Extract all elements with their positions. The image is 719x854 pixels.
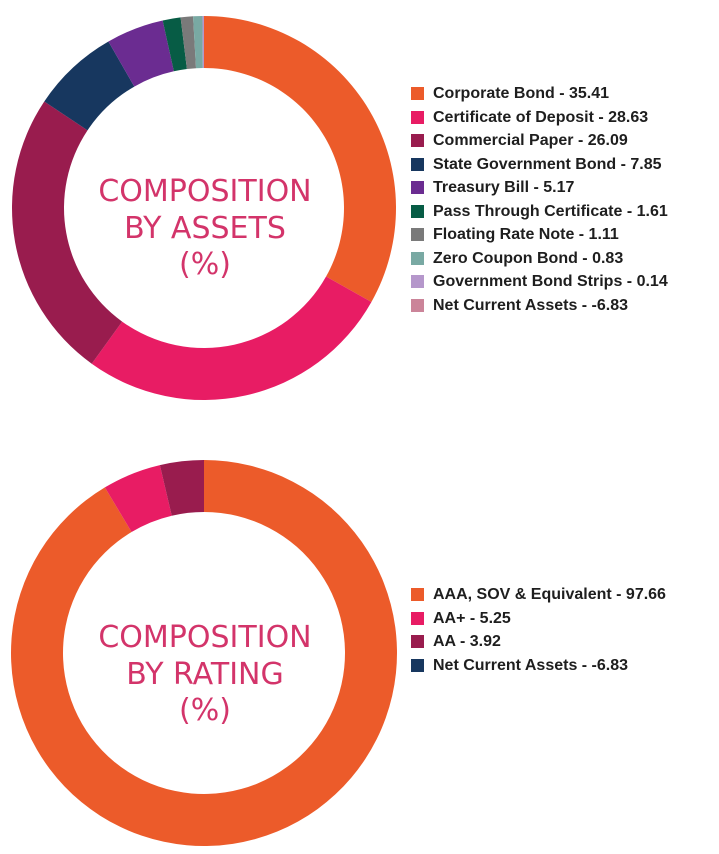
rating-center-line-2: BY RATING <box>126 656 284 692</box>
assets-legend-item-pass-through-certificate: Pass Through Certificate - 1.61 <box>411 200 716 224</box>
rating-legend-item-aa: AA+ - 5.25 <box>411 607 671 631</box>
rating-legend-item-aa: AA - 3.92 <box>411 630 671 654</box>
assets-legend-label: Certificate of Deposit - 28.63 <box>433 108 649 126</box>
assets-center-line-3: (%) <box>179 247 231 283</box>
assets-legend-label: Zero Coupon Bond - 0.83 <box>433 249 624 267</box>
assets-slice-pass-through-certificate <box>162 17 187 72</box>
assets-donut-chart <box>11 16 397 400</box>
assets-legend-label: Floating Rate Note - 1.11 <box>433 226 619 243</box>
assets-legend-item-state-government-bond: State Government Bond - 7.85 <box>411 153 716 177</box>
rating-center-line-1: COMPOSITION <box>98 620 312 655</box>
assets-legend-label: State Government Bond - 7.85 <box>433 155 662 173</box>
assets-legend-label: Corporate Bond - 35.41 <box>433 85 610 102</box>
assets-legend-swatch <box>411 110 424 124</box>
rating-legend-item-aaa-sov-equivalent: AAA, SOV & Equivalent - 97.66 <box>411 583 671 607</box>
assets-slice-floating-rate-note <box>180 16 197 70</box>
assets-legend-label: Treasury Bill - 5.17 <box>433 179 575 196</box>
assets-center-line-2: BY ASSETS <box>124 210 286 246</box>
assets-slice-government-bond-strips <box>202 16 204 69</box>
assets-legend-label: Pass Through Certificate - 1.61 <box>433 202 668 220</box>
rating-legend: AAA, SOV & Equivalent - 97.66 AA+ - 5.25 A… <box>411 583 671 677</box>
assets-slice-certificate-of-deposit <box>91 276 372 400</box>
assets-slice-corporate-bond <box>204 16 397 303</box>
assets-legend-label: Net Current Assets - -6.83 <box>433 296 629 314</box>
assets-legend: Corporate Bond - 35.41 Certificate of Dep… <box>411 82 716 317</box>
rating-slice-aa <box>104 465 172 533</box>
assets-slice-zero-coupon-bond <box>193 16 203 69</box>
rating-center-label: COMPOSITION BY RATING (%) <box>45 620 365 730</box>
assets-legend-swatch <box>411 298 424 312</box>
rating-slice-aa <box>159 460 204 516</box>
rating-legend-item-net-current-assets: Net Current Assets - -6.83 <box>411 654 671 678</box>
rating-center-line-3: (%) <box>179 693 231 729</box>
assets-legend-swatch <box>411 204 424 218</box>
rating-donut-chart <box>10 460 397 846</box>
assets-slice-commercial-paper <box>11 101 123 364</box>
assets-legend-swatch <box>411 228 424 241</box>
assets-legend-item-zero-coupon-bond: Zero Coupon Bond - 0.83 <box>411 247 716 271</box>
assets-legend-swatch <box>411 157 424 171</box>
assets-chart: COMPOSITION BY ASSETS (%) Corporate Bond… <box>0 0 719 420</box>
assets-legend-swatch <box>411 275 424 288</box>
assets-legend-item-treasury-bill: Treasury Bill - 5.17 <box>411 176 716 200</box>
rating-legend-label: AA+ - 5.25 <box>433 609 511 627</box>
rating-chart: COMPOSITION BY RATING (%) AAA, SOV & Equ… <box>0 440 719 854</box>
assets-legend-item-net-current-assets: Net Current Assets - -6.83 <box>411 294 716 318</box>
assets-legend-item-corporate-bond: Corporate Bond - 35.41 <box>411 82 716 106</box>
rating-legend-label: AAA, SOV & Equivalent - 97.66 <box>433 586 666 603</box>
rating-legend-label: Net Current Assets - -6.83 <box>433 656 629 674</box>
assets-legend-swatch <box>411 134 424 147</box>
rating-legend-swatch <box>411 635 424 648</box>
assets-legend-swatch <box>411 181 424 194</box>
assets-legend-swatch <box>411 87 424 100</box>
assets-slice-treasury-bill <box>108 20 174 87</box>
assets-slice-state-government-bond <box>44 41 135 131</box>
assets-legend-swatch <box>411 251 424 265</box>
assets-legend-item-floating-rate-note: Floating Rate Note - 1.11 <box>411 223 716 247</box>
rating-legend-swatch <box>411 588 424 601</box>
rating-legend-label: AA - 3.92 <box>433 633 501 650</box>
rating-legend-swatch <box>411 658 424 672</box>
assets-center-line-1: COMPOSITION <box>98 174 312 209</box>
rating-legend-swatch <box>411 611 424 625</box>
assets-center-label: COMPOSITION BY ASSETS (%) <box>45 174 365 284</box>
assets-legend-item-certificate-of-deposit: Certificate of Deposit - 28.63 <box>411 106 716 130</box>
assets-legend-label: Commercial Paper - 26.09 <box>433 132 628 149</box>
assets-legend-item-government-bond-strips: Government Bond Strips - 0.14 <box>411 270 716 294</box>
assets-legend-label: Government Bond Strips - 0.14 <box>433 273 668 290</box>
assets-legend-item-commercial-paper: Commercial Paper - 26.09 <box>411 129 716 153</box>
